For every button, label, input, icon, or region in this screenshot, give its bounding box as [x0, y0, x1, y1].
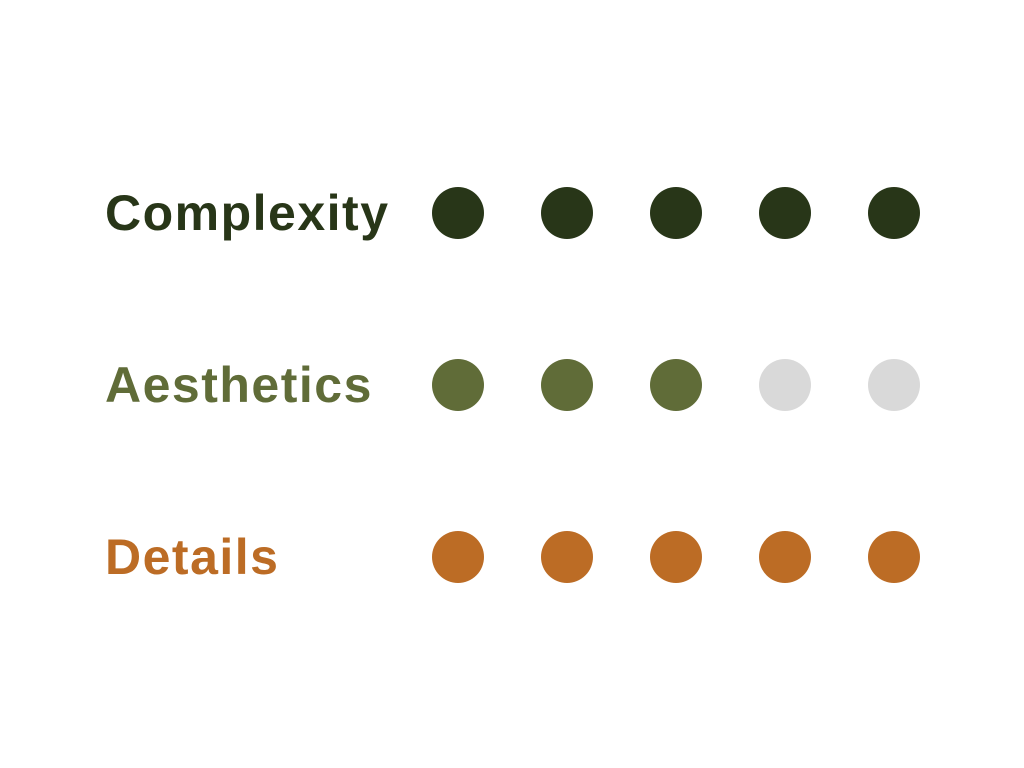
- rating-label-aesthetics: Aesthetics: [105, 357, 373, 413]
- rating-row-details: Details: [0, 531, 1024, 583]
- filled-dot: [541, 531, 593, 583]
- rating-label-details: Details: [105, 529, 280, 585]
- filled-dot: [759, 187, 811, 239]
- rating-dots-aesthetics: [0, 359, 1024, 411]
- filled-dot: [650, 531, 702, 583]
- rating-dots-details: [0, 531, 1024, 583]
- rating-dots-complexity: [0, 187, 1024, 239]
- rating-row-complexity: Complexity: [0, 187, 1024, 239]
- filled-dot: [868, 531, 920, 583]
- empty-dot: [759, 359, 811, 411]
- empty-dot: [868, 359, 920, 411]
- filled-dot: [650, 187, 702, 239]
- filled-dot: [432, 359, 484, 411]
- filled-dot: [541, 359, 593, 411]
- filled-dot: [759, 531, 811, 583]
- filled-dot: [432, 531, 484, 583]
- filled-dot: [432, 187, 484, 239]
- filled-dot: [868, 187, 920, 239]
- rating-label-complexity: Complexity: [105, 185, 390, 241]
- filled-dot: [541, 187, 593, 239]
- rating-row-aesthetics: Aesthetics: [0, 359, 1024, 411]
- filled-dot: [650, 359, 702, 411]
